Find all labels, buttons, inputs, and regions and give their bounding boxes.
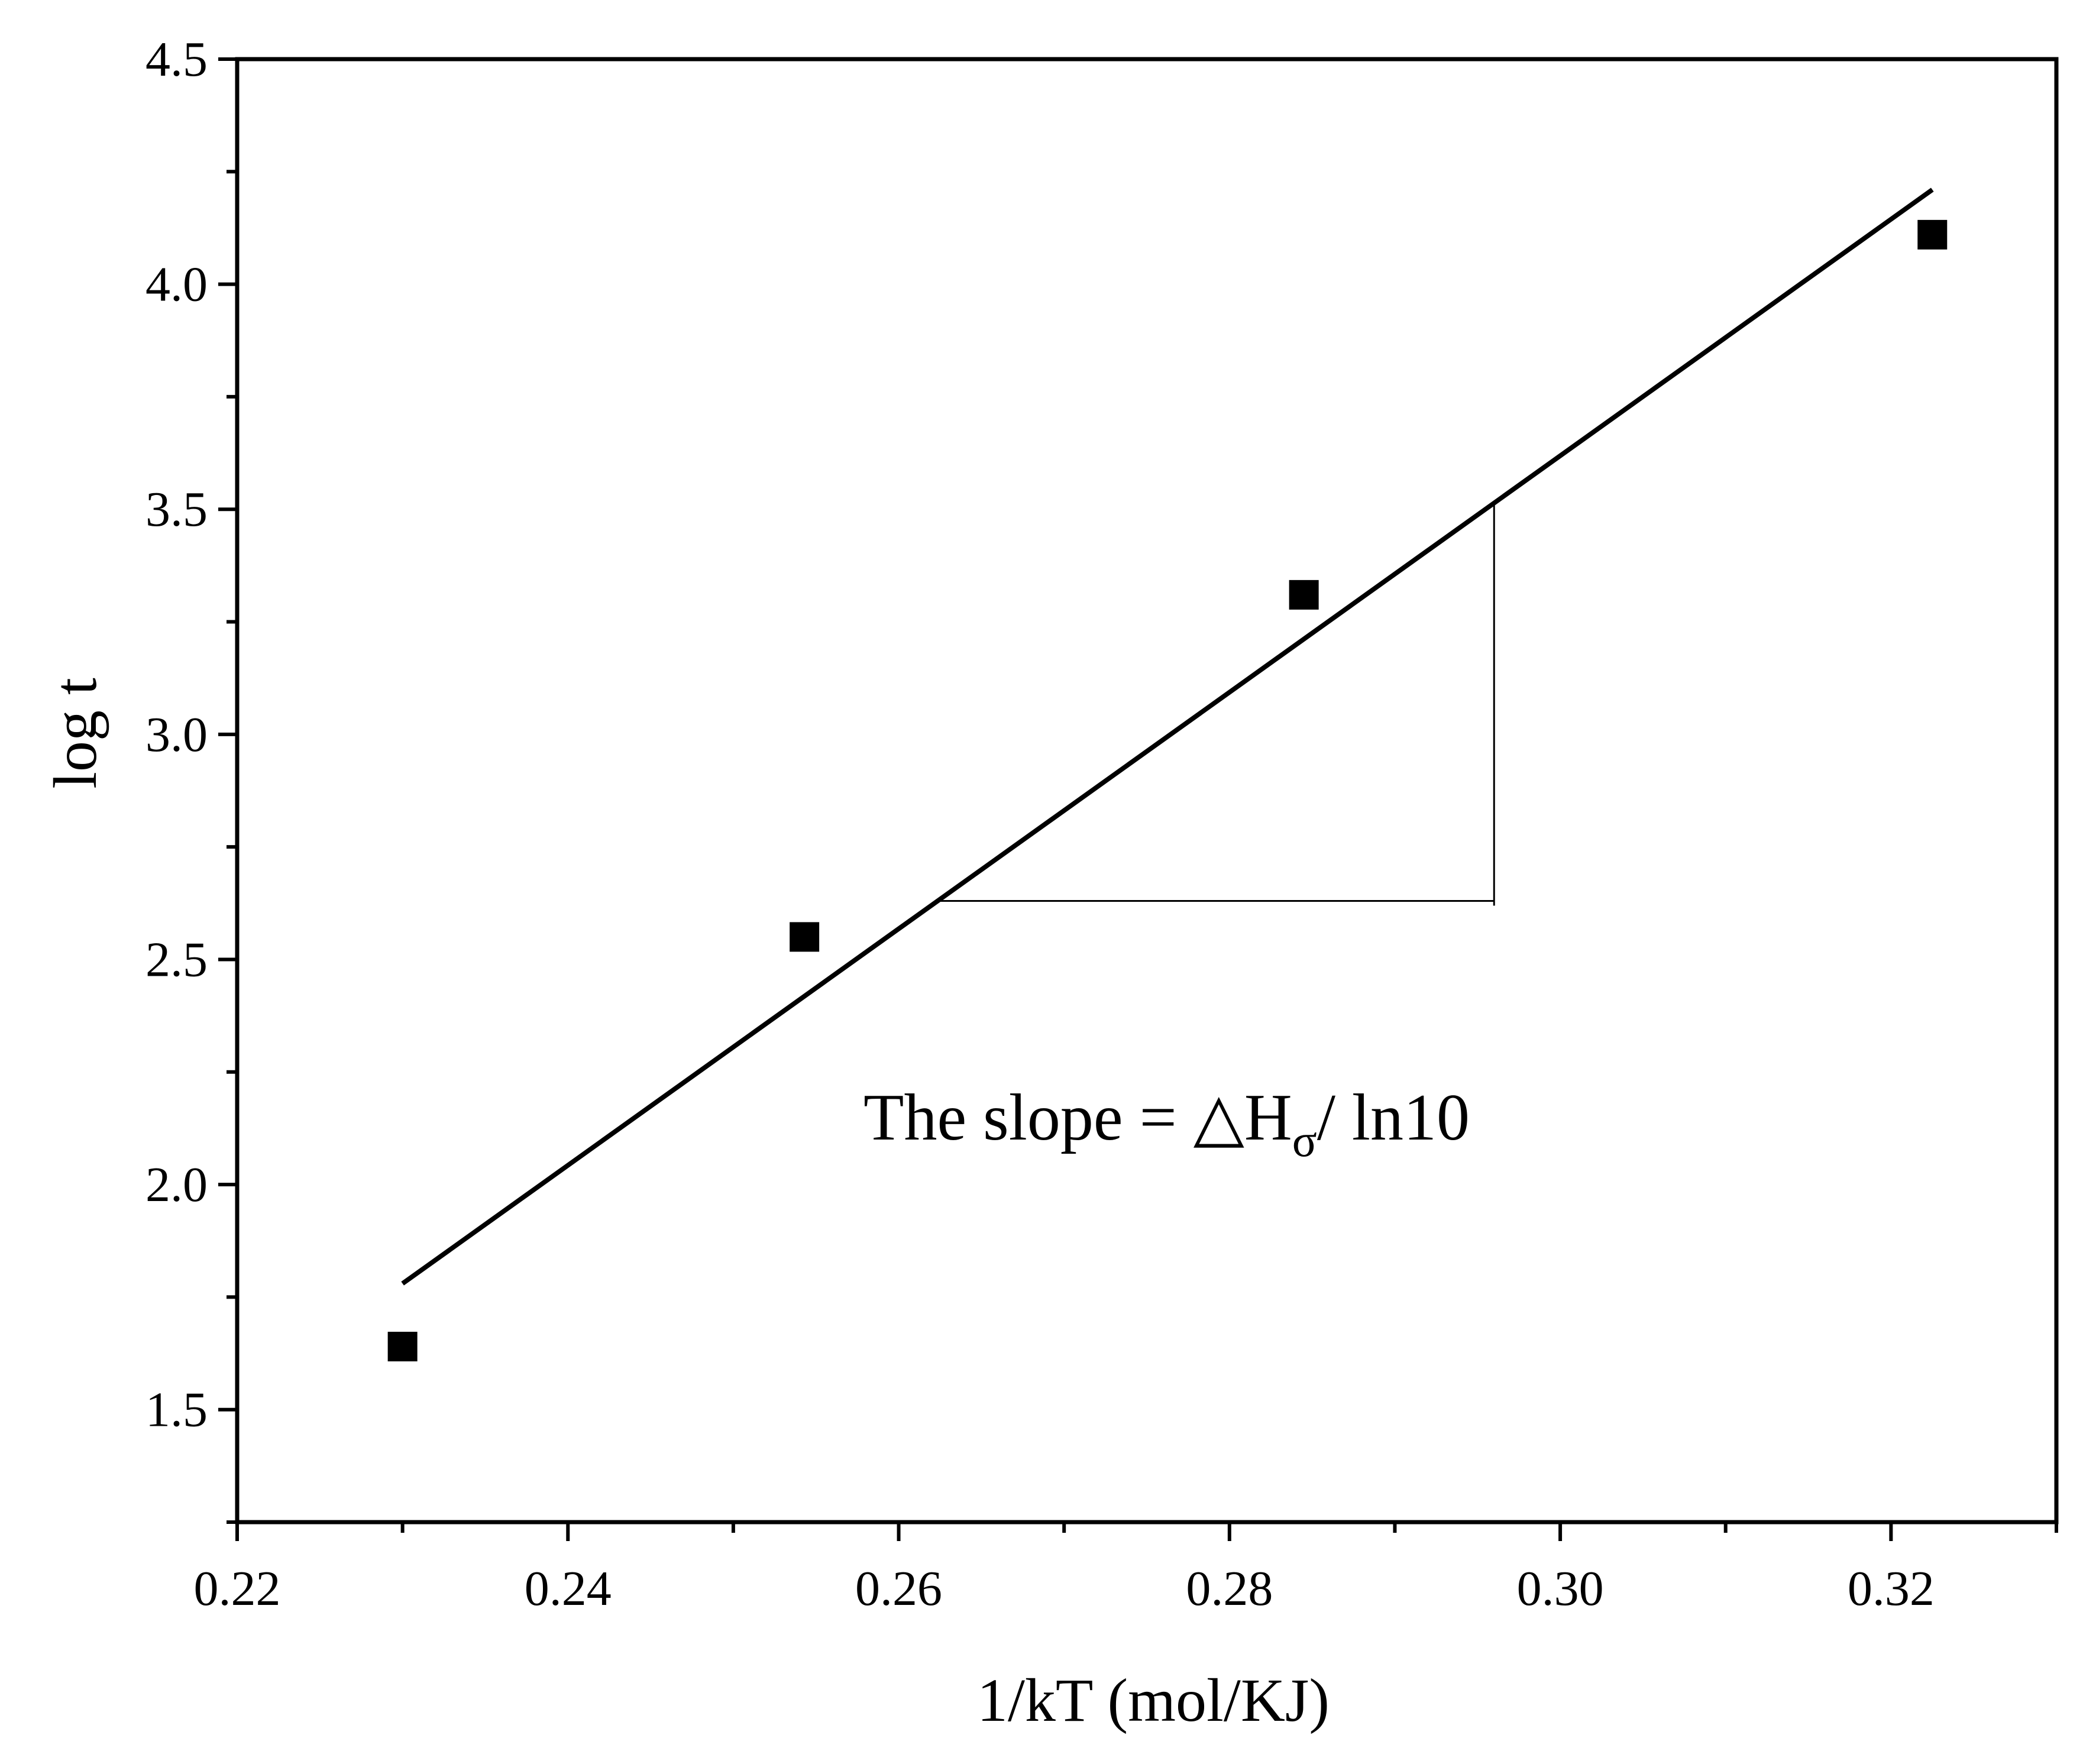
y-tick-label: 3.5 <box>145 482 208 537</box>
data-point <box>387 1332 418 1362</box>
x-tick-label: 0.28 <box>1186 1561 1273 1616</box>
x-axis-title: 1/kT (mol/KJ) <box>977 1666 1330 1734</box>
plot-frame <box>235 57 2059 1525</box>
x-tick-label: 0.24 <box>525 1561 612 1616</box>
x-tick-label: 0.30 <box>1517 1561 1604 1616</box>
slope-annotation: The slope = △Hσ/ ln10 <box>863 1081 1470 1166</box>
y-tick-label: 4.0 <box>145 257 208 312</box>
y-tick-label: 2.5 <box>145 932 208 987</box>
y-tick-label: 4.5 <box>145 32 208 87</box>
fit-line <box>401 187 1934 1286</box>
x-tick-label: 0.26 <box>855 1561 942 1616</box>
y-tick-label: 3.0 <box>145 707 208 762</box>
data-point <box>1289 580 1319 610</box>
y-tick-label: 1.5 <box>145 1383 208 1438</box>
x-tick-label: 0.32 <box>1848 1561 1935 1616</box>
y-axis-ticks: 1.5 2.0 2.5 3.0 3.5 4.0 4.5 <box>145 32 237 1524</box>
fit-line-group <box>401 187 1934 1286</box>
x-axis-ticks: 0.22 0.24 0.26 0.28 0.30 0.32 <box>194 1522 2058 1616</box>
slope-annotation-tail: / ln10 <box>1317 1081 1470 1154</box>
slope-annotation-subscript: σ <box>1292 1115 1317 1166</box>
slope-triangle <box>940 504 1495 906</box>
x-tick-label: 0.22 <box>194 1561 281 1616</box>
data-points <box>387 219 1948 1362</box>
slope-annotation-main: The slope = △H <box>863 1081 1292 1154</box>
y-tick-label: 2.0 <box>145 1157 208 1212</box>
data-point <box>1917 219 1948 250</box>
data-point <box>790 922 820 952</box>
y-axis-title: log t <box>41 678 109 789</box>
